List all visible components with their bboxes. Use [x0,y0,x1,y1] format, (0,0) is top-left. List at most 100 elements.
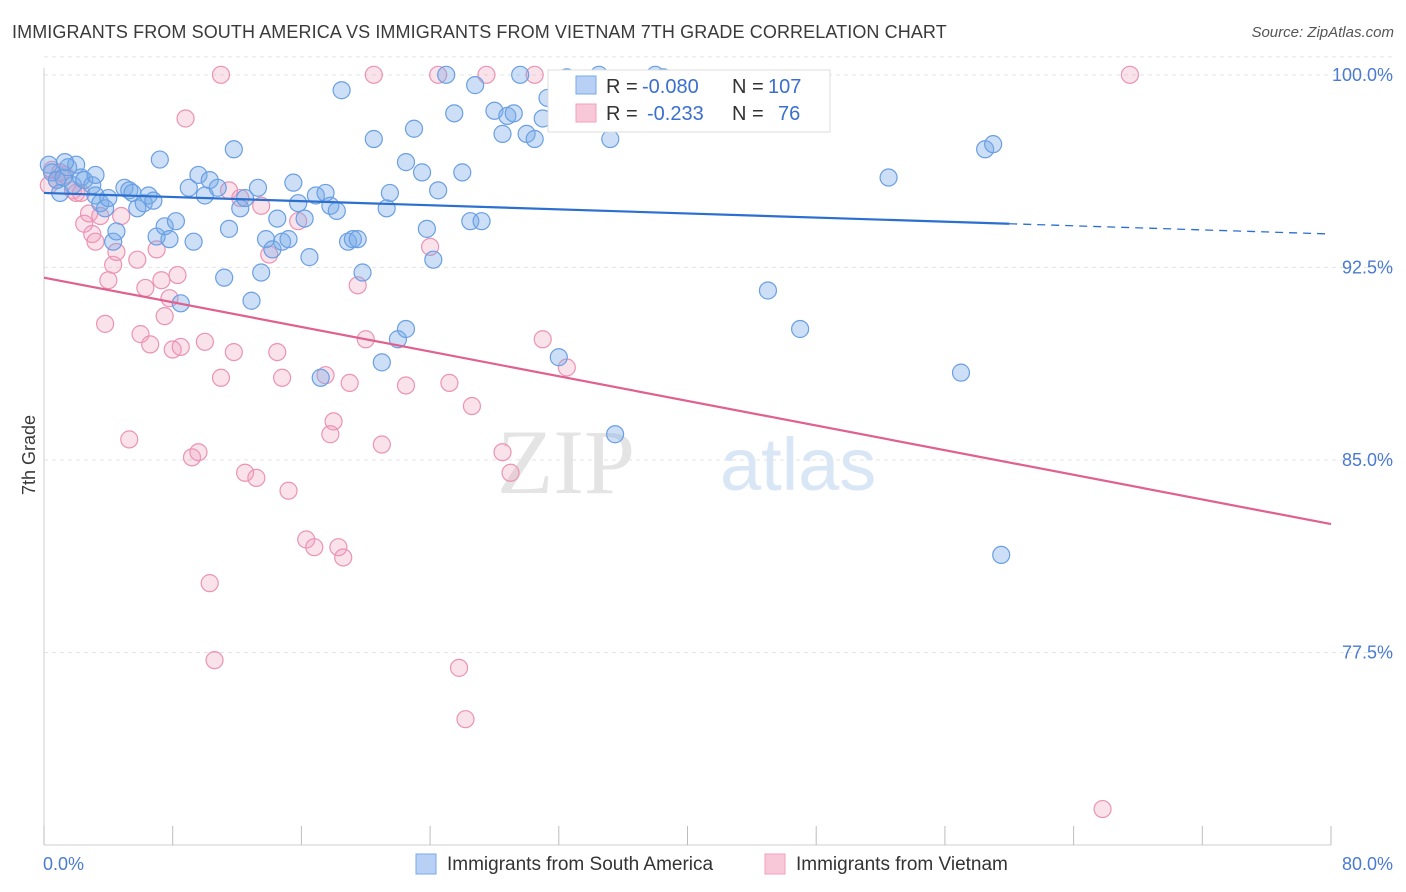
vietnam-point-57 [372,435,391,454]
south-america-point-42 [252,263,271,282]
axes [43,68,1332,846]
south-america-point-44 [263,240,282,259]
vietnam-point-34 [200,574,219,593]
south-america-point-65 [380,183,399,203]
vietnam-point-66 [493,443,512,462]
south-america-point-50 [295,209,314,228]
south-america-point-106 [396,153,416,172]
vietnam-point-74 [321,425,340,444]
south-america-point-34 [208,178,227,197]
south-america-point-27 [166,212,186,231]
vietnam-point-40 [247,468,266,487]
vietnam-point-14 [99,271,118,290]
vietnam-point-72 [1120,65,1140,84]
vietnam-point-23 [147,240,166,259]
vietnam-point-41 [252,196,271,215]
south-america-point-26 [160,230,179,249]
legend-swatch-south-america [575,75,597,95]
south-america-point-49 [289,194,308,213]
vietnam-point-21 [136,278,155,298]
legend-r-value-1: -0.080 [642,76,699,98]
south-america-point-16 [107,222,126,241]
south-america-point-60 [348,230,367,249]
x-tick-min: 0.0% [43,854,84,874]
legend-r-value-2: -0.233 [647,103,704,125]
watermark-zip: ZIP [497,411,635,513]
trend-line-south-america-extension [1009,223,1332,235]
vietnam-point-35 [205,651,224,670]
vietnam-point-24 [152,271,171,290]
south-america-point-81 [504,104,523,123]
south-america-point-24 [150,150,169,169]
south-america-point-91 [601,129,620,149]
series-legend-swatch-vietnam [764,853,786,875]
vietnam-point-16 [107,242,126,262]
vietnam-point-58 [396,376,416,395]
south-america-point-79 [493,124,512,143]
vietnam-point-39 [235,463,255,482]
vietnam-point-29 [171,337,190,357]
stats-legend: R = -0.080 N = 107 R = -0.233 N = 76 [547,69,831,133]
y-tick-label-1: 85.0% [1342,450,1393,470]
south-america-point-103 [86,165,105,185]
legend-n-label-1: N = [732,76,764,98]
legend-swatch-vietnam [575,103,597,123]
south-america-point-61 [353,263,372,282]
vietnam-point-17 [112,206,131,226]
south-america-point-101 [992,545,1011,565]
vietnam-point-13 [96,314,115,333]
vietnam-point-71 [211,65,231,84]
south-america-point-53 [311,368,330,387]
south-america-point-102 [466,76,485,95]
south-america-point-82 [511,65,530,84]
south-america-point-92 [606,425,625,444]
south-america-point-105 [144,191,163,210]
vietnam-point-25 [155,307,174,326]
vietnam-point-30 [176,109,195,128]
vietnam-point-44 [272,368,292,387]
south-america-point-71 [424,250,443,269]
series-legend-label-south-america: Immigrants from South America [447,854,714,875]
south-america-point-48 [284,173,303,192]
south-america-point-68 [404,119,424,138]
vietnam-point-28 [168,265,187,285]
y-axis-label: 7th Grade [19,415,39,495]
y-tick-label-0: 77.5% [1342,642,1393,662]
source-label: Source: ZipAtlas.com [1251,24,1394,41]
legend-n-value-1: 107 [768,76,801,98]
legend-r-label-1: R = [606,76,638,98]
south-america-point-69 [412,163,432,182]
vietnam-point-43 [268,342,287,362]
south-america-point-70 [417,219,436,238]
series-legend-swatch-south-america [415,853,437,875]
vietnam-point-22 [141,335,160,354]
vietnam-point-53 [340,373,359,393]
vietnam-point-69 [533,330,552,349]
south-america-point-84 [525,129,544,149]
south-america-point-45 [268,209,287,228]
south-america-point-96 [791,319,810,339]
south-america-point-63 [372,353,391,372]
south-america-point-37 [224,140,243,159]
vietnam-point-38 [224,342,243,362]
vietnam-point-11 [86,232,105,251]
south-america-point-14 [99,188,118,208]
south-america-point-77 [472,212,491,231]
watermark-atlas: atlas [720,423,876,506]
south-america-point-73 [437,65,456,84]
vietnam-point-19 [128,250,147,269]
legend-n-value-2: 76 [778,103,800,125]
south-america-point-13 [96,199,115,218]
vietnam-point-49 [316,366,335,385]
south-america-point-35 [215,268,234,287]
trend-line-south-america [43,191,1010,225]
south-america-point-104 [55,153,75,172]
south-america-point-51 [300,248,319,267]
vietnam-point-68 [525,65,544,84]
vietnam-point-56 [364,65,383,84]
south-america-point-62 [364,129,383,149]
south-america-point-40 [242,291,261,310]
y-tick-labels: 77.5% 85.0% 92.5% 100.0% [1332,65,1393,663]
south-america-point-74 [445,104,464,123]
